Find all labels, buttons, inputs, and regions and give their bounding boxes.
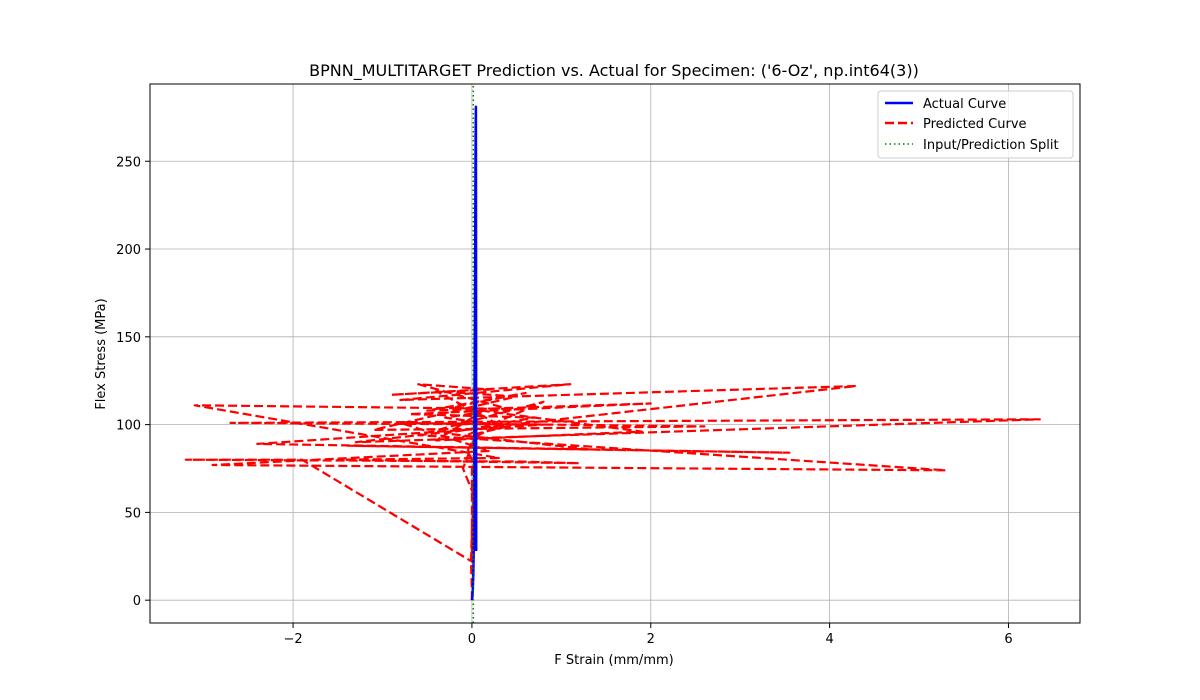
x-tick-label: 2: [647, 632, 655, 647]
legend-box: [877, 90, 1074, 159]
x-tick-label: 4: [825, 632, 833, 647]
y-axis-label: Flex Stress (MPa): [94, 298, 109, 409]
x-tick-label: 0: [468, 632, 476, 647]
legend: Actual Curve Predicted Curve Input/Predi…: [877, 90, 1074, 159]
actual-curve-line: [470, 105, 478, 601]
y-tick-label: 250: [116, 155, 141, 170]
y-tick-label: 50: [124, 506, 141, 521]
series-group: [184, 84, 1041, 623]
x-axis-label: F Strain (mm/mm): [554, 653, 673, 668]
grid-lines: [150, 84, 1080, 623]
legend-label-predicted: Predicted Curve: [923, 117, 1027, 132]
x-tick-label: 6: [1004, 632, 1012, 647]
x-tick-label: −2: [283, 632, 302, 647]
legend-label-split: Input/Prediction Split: [923, 138, 1059, 153]
y-tick-label: 0: [133, 594, 141, 609]
chart-title: BPNN_MULTITARGET Prediction vs. Actual f…: [309, 61, 919, 81]
plot-area-frame: [149, 83, 1081, 624]
y-tick-label: 150: [116, 331, 141, 346]
axis-ticks: −2 0 2 4 6 0 50 100 150 200 250: [116, 155, 1012, 647]
y-tick-label: 100: [116, 419, 141, 434]
y-tick-label: 200: [116, 243, 141, 258]
predicted-curve-line: [184, 383, 1041, 601]
legend-label-actual: Actual Curve: [923, 97, 1006, 112]
